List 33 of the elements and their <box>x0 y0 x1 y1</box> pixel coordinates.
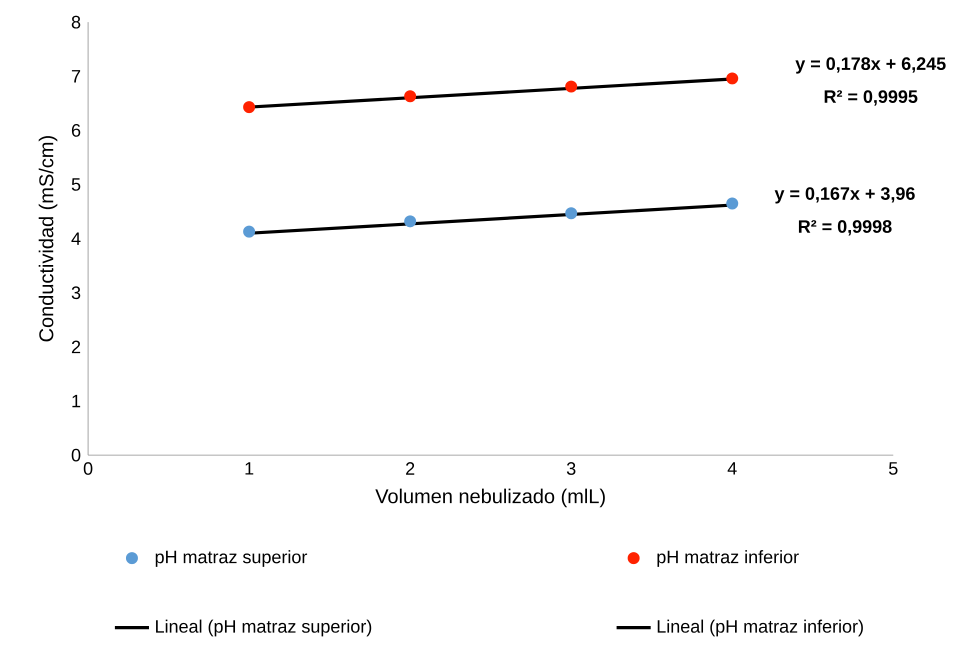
y-tick-label: 5 <box>72 178 80 191</box>
legend-label: Lineal (pH matraz superior) <box>156 620 372 636</box>
y-tick-label: 4 <box>71 232 80 245</box>
point <box>404 90 416 102</box>
annotation: R² = 0,9995 <box>824 90 918 106</box>
point <box>404 215 416 228</box>
point <box>565 80 578 93</box>
point <box>726 72 738 84</box>
x-tick-label: 1 <box>246 462 254 475</box>
y-tick-label: 1 <box>72 394 80 408</box>
x-axis-title: Volumen nebulizado (mlL) <box>375 488 605 508</box>
point <box>243 226 256 238</box>
y-axis-title: Conductividad (mS/cm) <box>38 136 58 342</box>
y-tick-label: 2 <box>72 340 80 354</box>
annotation: y = 0,167x + 3,96 <box>774 187 915 204</box>
annotation: y = 0,178x + 6,245 <box>795 57 946 74</box>
y-tick-label: 0 <box>72 448 80 462</box>
point <box>243 101 256 114</box>
x-tick-label: 0 <box>84 462 92 475</box>
x-tick-label: 2 <box>406 462 414 475</box>
legend-label: Lineal (pH matraz inferior) <box>658 620 863 636</box>
x-tick-label: 3 <box>566 462 576 475</box>
point <box>726 198 738 210</box>
x-tick-label: 4 <box>728 462 737 475</box>
annotation: R² = 0,9998 <box>798 220 892 236</box>
legend-label: pH matraz superior <box>156 550 308 567</box>
legend-label: pH matraz inferior <box>657 550 799 567</box>
point <box>565 207 578 220</box>
x-tick-label: 5 <box>888 462 898 475</box>
y-tick-label: 7 <box>72 70 80 83</box>
y-tick-label: 6 <box>72 124 80 137</box>
y-tick-label: 8 <box>72 16 80 29</box>
y-tick-label: 3 <box>72 286 80 300</box>
